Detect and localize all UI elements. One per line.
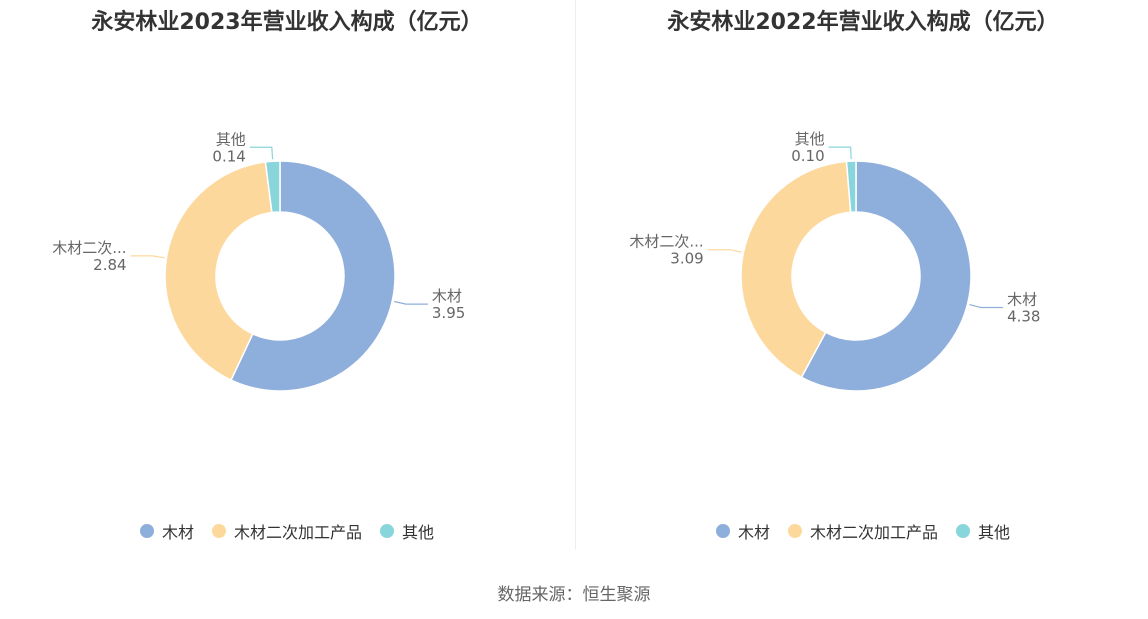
- slice-wood[interactable]: [230, 160, 396, 392]
- slice-other[interactable]: [845, 160, 857, 214]
- slice-other[interactable]: [264, 160, 281, 214]
- slice-label-wood: 木材: [1007, 291, 1037, 309]
- legend: 木材 木材二次加工产品 其他: [576, 519, 1148, 543]
- legend-label: 其他: [402, 523, 435, 542]
- legend-dot-icon: [715, 524, 730, 538]
- legend-dot-icon: [211, 524, 226, 538]
- legend-label: 木材二次加工产品: [233, 523, 362, 542]
- chart-title: 永安林业2022年营业收入构成（亿元）: [667, 10, 1059, 35]
- chart-panel-2023: 永安林业2023年营业收入构成（亿元） 木材 3.95 木材二次... 2.84 其他 0…: [0, 0, 574, 560]
- legend-label: 木材: [161, 523, 194, 542]
- leader-line-processed-wood: [130, 255, 165, 259]
- slice-processed-wood[interactable]: [164, 161, 273, 382]
- slice-value-wood: 3.95: [432, 304, 465, 322]
- legend-dot-icon: [787, 524, 802, 538]
- chart-title: 永安林业2023年营业收入构成（亿元）: [91, 10, 483, 35]
- slice-label-processed-wood: 木材二次...: [52, 239, 126, 257]
- slice-label-other: 其他: [216, 130, 246, 148]
- slice-value-wood: 4.38: [1007, 308, 1040, 326]
- legend-item-processed-wood[interactable]: 木材二次加工产品: [211, 519, 362, 543]
- donut-chart: 木材4.38 木材二次...3.09 其他0.10: [629, 130, 1040, 392]
- slice-value-processed-wood: 3.09: [670, 250, 703, 268]
- legend-item-processed-wood[interactable]: 木材二次加工产品: [787, 519, 938, 543]
- legend-item-other[interactable]: 其他: [380, 519, 434, 543]
- legend-dot-icon: [139, 524, 154, 538]
- legend-label: 木材二次加工产品: [809, 523, 938, 542]
- legend-dot-icon: [380, 524, 394, 538]
- legend-item-wood[interactable]: 木材: [715, 519, 770, 543]
- legend-dot-icon: [956, 524, 970, 538]
- slice-value-processed-wood: 2.84: [93, 256, 126, 274]
- chart-panel-2022: 永安林业2022年营业收入构成（亿元） 木材 4.38 木材二次... 3.09 其他 0…: [576, 0, 1148, 560]
- legend-label: 其他: [978, 523, 1011, 542]
- legend-item-wood[interactable]: 木材: [139, 519, 194, 543]
- leader-line-other: [828, 146, 852, 160]
- slice-value-other: 0.14: [212, 147, 245, 165]
- slice-value-other: 0.10: [791, 147, 824, 165]
- slice-label-wood: 木材: [432, 287, 462, 305]
- legend-item-other[interactable]: 其他: [956, 519, 1010, 543]
- panel-divider: [575, 0, 576, 550]
- slice-label-other: 其他: [795, 130, 825, 148]
- leader-line-processed-wood: [707, 249, 742, 253]
- leader-line-wood: [394, 300, 428, 305]
- slice-label-processed-wood: 木材二次...: [629, 233, 703, 251]
- data-source-note: 数据来源：恒生聚源: [497, 585, 651, 605]
- legend: 木材 木材二次加工产品 其他: [0, 519, 574, 543]
- leader-line-wood: [969, 304, 1004, 309]
- leader-line-other: [249, 146, 274, 160]
- slice-wood[interactable]: [800, 160, 972, 392]
- slice-processed-wood[interactable]: [740, 160, 852, 379]
- legend-label: 木材: [737, 523, 770, 542]
- donut-chart: 木材3.95 木材二次...2.84 其他0.14: [52, 130, 465, 392]
